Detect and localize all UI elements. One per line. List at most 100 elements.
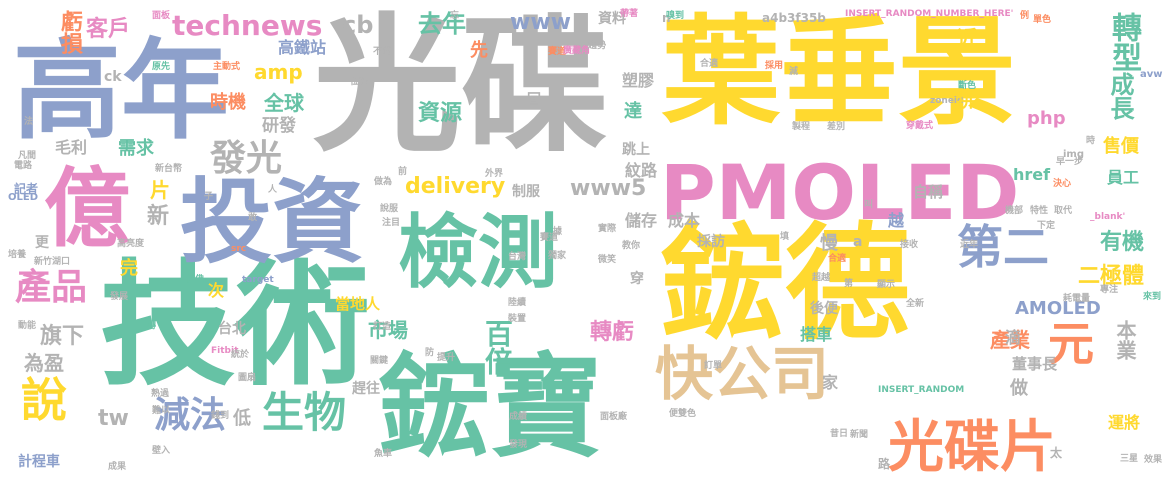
word: 檢測 [398,206,558,299]
word: 生物 [262,388,347,437]
word: 三星 [1120,454,1139,464]
word: 鋐德 [660,212,910,357]
word: 提升 [437,353,456,363]
word: PMOLED [660,148,1020,237]
word: 打造 [373,322,392,332]
word: 賽道 [548,47,567,57]
word: 資源 [418,101,463,126]
word: 說服 [380,204,399,214]
word: 廣藏角 [563,46,591,56]
word: 自稱 [913,183,944,201]
word: 成本 [668,211,701,230]
word: 據 [553,227,563,237]
word: 外界 [485,169,504,179]
word: 記者 [14,182,39,196]
word: 轉型 [1106,12,1141,72]
word: 光碟 [313,0,609,172]
word: ck [104,69,122,85]
word: n [662,11,671,25]
word: 高亮度 [117,239,145,249]
word: 敢 [248,213,258,223]
word: 穿 [630,271,644,287]
word: 壁入 [152,446,171,456]
word: 發光 [210,138,283,179]
word: 新 [147,204,170,229]
word: 拚 [957,91,975,112]
word: 決心 [1053,179,1072,189]
word: 魚車 [374,449,393,459]
word: www [510,10,571,35]
word: 儲存 [625,211,658,230]
word: 百倍 [481,319,514,375]
word: 原先 [152,62,171,72]
word: 叫 [864,200,874,210]
word: 差別 [827,122,846,132]
word: 員工 [1107,168,1140,187]
word: 關鍵 [370,356,389,366]
word: 帶著 [620,9,639,19]
word: 單色 [1033,15,1052,25]
word: 前 [398,167,408,177]
word: 合適 [828,254,847,264]
word: 培養 [8,250,27,260]
word: 耗電量 [1063,294,1091,304]
word: 毛利 [55,138,88,157]
word: 達 [624,101,642,122]
word: 發展 [110,292,129,302]
word: 計程車 [18,454,60,470]
word: 凡間 [18,151,37,161]
word: zoneid [930,96,964,106]
word: 先 [470,40,488,61]
word: php [1027,108,1066,129]
word: 裝置 [508,314,527,324]
word: 人 [268,185,278,195]
word: 客戶 [86,17,131,42]
word: 當地人 [335,295,381,313]
word: 早一步 [1056,157,1084,167]
word: 仿佛 [186,275,205,285]
word: 法 [24,117,34,127]
word: 回 [527,92,541,108]
word: 新聞 [850,430,869,440]
word: 說 [21,373,67,427]
word: 董事長 [1012,355,1058,373]
word: href [1013,165,1051,184]
word: 教你 [622,241,641,251]
word: technews [172,9,323,42]
word: 全新 [906,299,925,309]
word: 售價 [1103,136,1139,157]
word: 後便 [810,301,838,317]
word: 運將 [1108,413,1141,432]
word: 實際 [598,224,617,234]
word: 面板廠 [600,412,628,422]
word: 全球 [264,91,304,115]
word: 合適 [700,59,719,69]
word: tw [98,406,129,431]
word: 趕往 [352,381,380,397]
word: 產業 [990,328,1030,352]
word: 路 [878,457,891,471]
word: a4b3f35b [762,11,826,25]
word: 鋐寶 [378,343,602,473]
word: 發現 [509,440,528,450]
word: cb [342,11,374,39]
word: 子 [204,192,214,202]
word: OLED [8,192,39,203]
word: 採用 [765,61,784,71]
word: 訂單 [704,361,723,371]
word: 慢 [820,233,838,254]
word: 高鐵站 [278,38,327,57]
word: 低 [233,408,251,429]
word: 統於 [231,350,250,360]
word: 轉 [147,321,157,331]
word: 難以 [152,406,171,416]
word: 完 [120,258,138,279]
word: INSERT_RANDOM_NUMBER_HERE' [845,9,1014,19]
word: 接收 [900,240,919,250]
word: 元 [1048,317,1094,371]
word: 忘 [450,11,460,21]
word: src [231,244,247,254]
word: 時機 [210,92,246,113]
word: a [853,234,863,250]
word: 動能 [18,321,37,331]
